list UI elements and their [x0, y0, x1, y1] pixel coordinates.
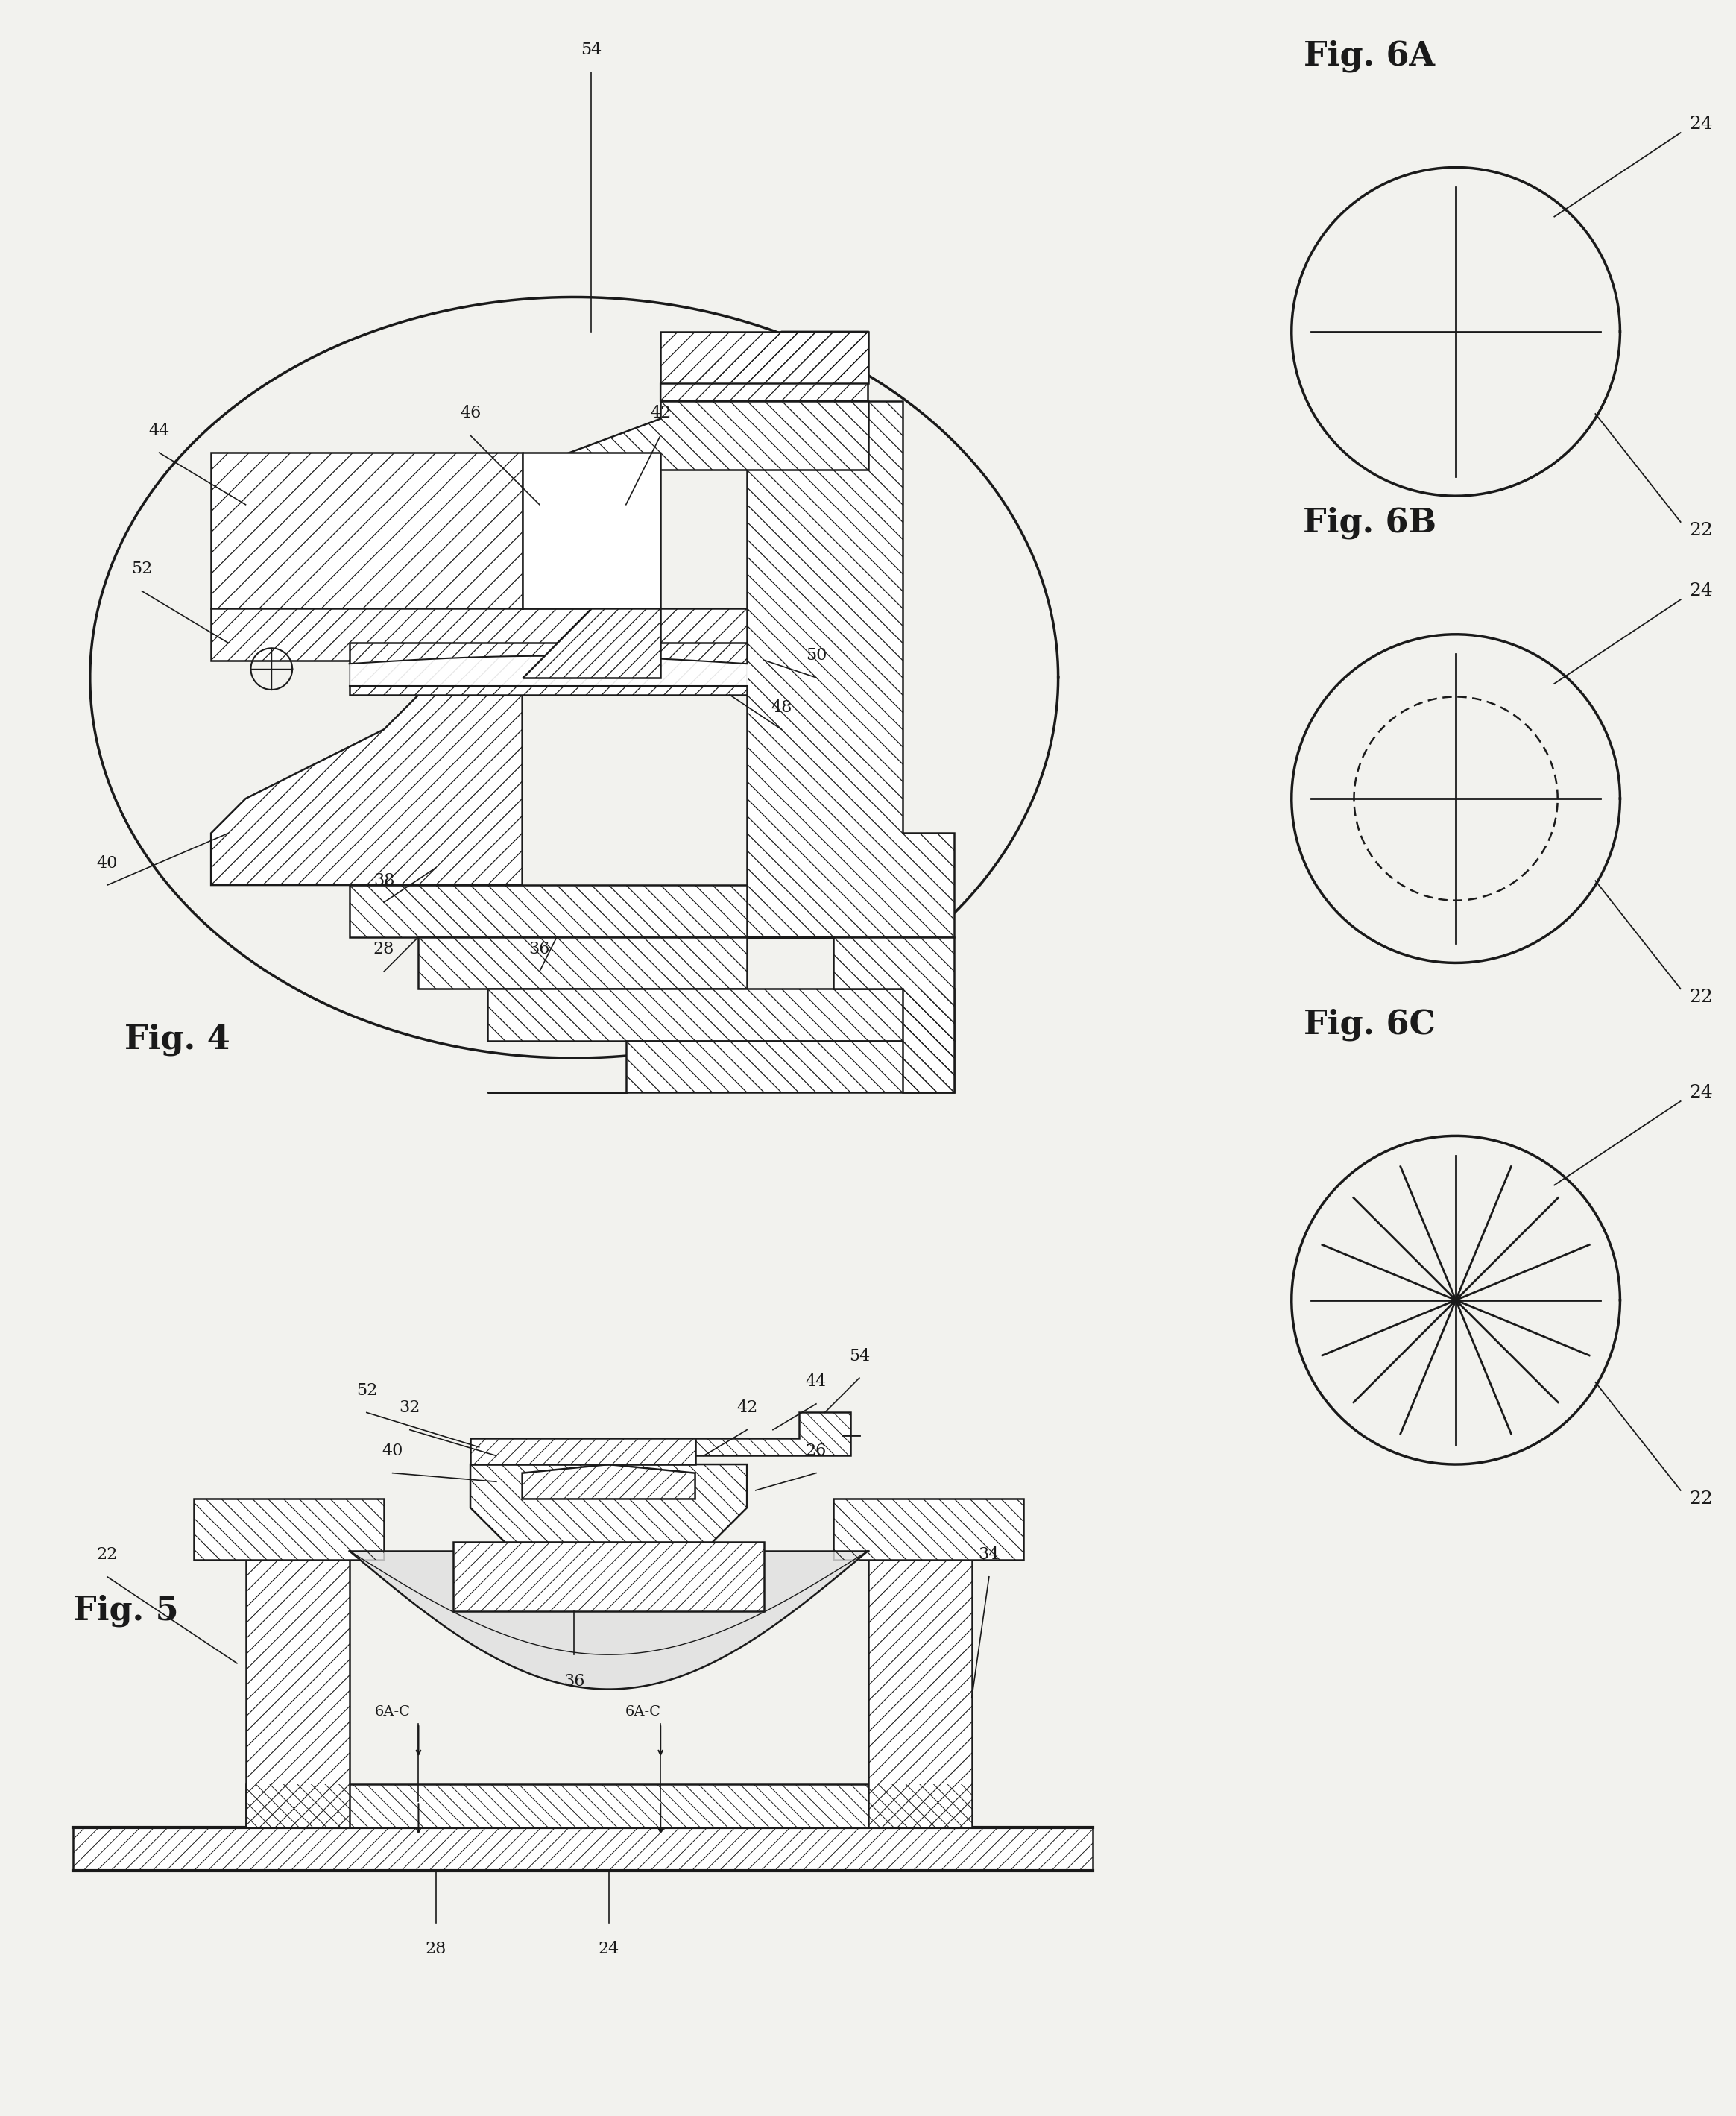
Text: Fig. 5: Fig. 5 — [73, 1593, 179, 1627]
Text: 24: 24 — [599, 1940, 620, 1957]
Text: 42: 42 — [649, 404, 672, 421]
Text: 40: 40 — [97, 855, 118, 872]
Text: 24: 24 — [1689, 116, 1713, 133]
Polygon shape — [523, 609, 660, 677]
Text: 54: 54 — [849, 1348, 870, 1365]
Text: Fig. 6C: Fig. 6C — [1304, 1007, 1436, 1041]
Text: 52: 52 — [356, 1382, 377, 1399]
Text: 44: 44 — [806, 1373, 826, 1390]
Text: 22: 22 — [1689, 988, 1713, 1005]
Polygon shape — [194, 1498, 384, 1559]
Polygon shape — [470, 1439, 694, 1464]
Polygon shape — [245, 1507, 349, 1828]
Text: 34: 34 — [979, 1547, 1000, 1564]
Text: 36: 36 — [529, 942, 550, 959]
Text: 48: 48 — [771, 698, 792, 715]
Polygon shape — [746, 400, 955, 937]
Text: 46: 46 — [460, 404, 481, 421]
Text: 28: 28 — [373, 942, 394, 959]
Text: 40: 40 — [382, 1443, 403, 1460]
Text: 26: 26 — [806, 1443, 826, 1460]
Polygon shape — [349, 884, 746, 937]
Polygon shape — [212, 609, 746, 660]
Text: Fig. 4: Fig. 4 — [125, 1024, 231, 1056]
Text: 6A-C: 6A-C — [375, 1705, 410, 1718]
Polygon shape — [694, 1413, 851, 1456]
Polygon shape — [488, 988, 955, 1041]
Text: 52: 52 — [132, 561, 153, 578]
Text: 38: 38 — [373, 872, 394, 889]
Polygon shape — [523, 453, 660, 609]
Polygon shape — [488, 1041, 955, 1092]
Text: 24: 24 — [1689, 1083, 1713, 1100]
Text: 6A-C: 6A-C — [625, 1705, 661, 1718]
Polygon shape — [660, 332, 868, 383]
Text: 50: 50 — [806, 647, 826, 664]
Text: Fig. 6B: Fig. 6B — [1302, 506, 1436, 540]
Polygon shape — [245, 1784, 972, 1828]
Polygon shape — [73, 1828, 1092, 1871]
Polygon shape — [523, 400, 868, 470]
Text: 24: 24 — [1689, 582, 1713, 599]
Text: 22: 22 — [1689, 523, 1713, 540]
Text: 32: 32 — [399, 1399, 420, 1416]
Polygon shape — [523, 1464, 694, 1498]
Polygon shape — [418, 937, 746, 988]
Text: 54: 54 — [582, 42, 602, 59]
Text: 36: 36 — [564, 1674, 585, 1689]
Polygon shape — [212, 677, 523, 884]
Text: 42: 42 — [736, 1399, 757, 1416]
Polygon shape — [470, 1464, 746, 1543]
Text: 44: 44 — [149, 423, 170, 438]
Text: 22: 22 — [1689, 1490, 1713, 1507]
Polygon shape — [746, 937, 955, 1092]
Polygon shape — [212, 453, 523, 609]
Text: Fig. 6A: Fig. 6A — [1304, 40, 1436, 72]
Text: 28: 28 — [425, 1940, 446, 1957]
Polygon shape — [833, 1498, 1024, 1559]
Polygon shape — [660, 332, 868, 400]
Polygon shape — [453, 1543, 764, 1612]
Polygon shape — [868, 1507, 972, 1828]
Polygon shape — [349, 643, 746, 694]
Text: 22: 22 — [97, 1547, 118, 1564]
